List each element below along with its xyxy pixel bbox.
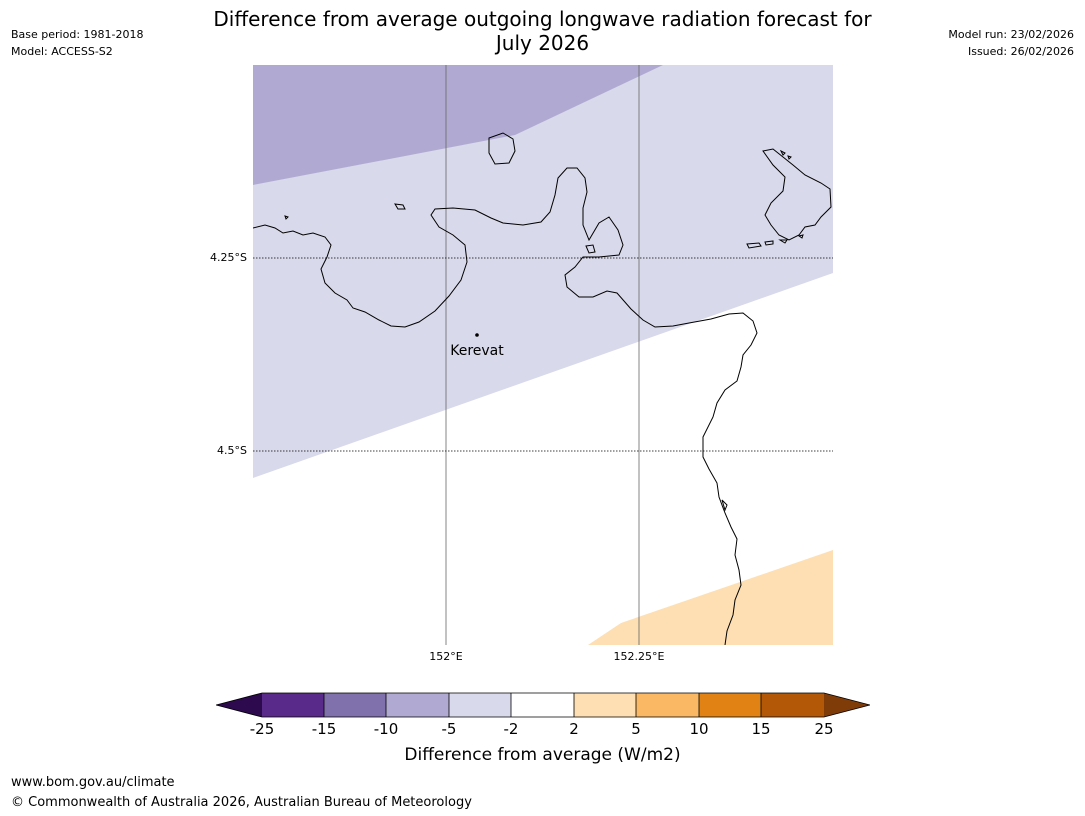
- colorbar-tick: -25: [249, 720, 275, 738]
- colorbar-extend-high: [824, 693, 870, 717]
- title-line-2: July 2026: [495, 31, 590, 55]
- colorbar-label: Difference from average (W/m2): [404, 745, 681, 765]
- colorbar-tick: 10: [689, 720, 709, 738]
- kerevat-marker: [475, 333, 479, 337]
- colorbar: [216, 692, 870, 718]
- colorbar-bin-p5-p10: [636, 693, 699, 717]
- colorbar-tick: 5: [631, 720, 641, 738]
- colorbar-tick: -15: [311, 720, 337, 738]
- colorbar-bin-neg10-neg5: [386, 693, 449, 717]
- kerevat-label: Kerevat: [450, 343, 504, 359]
- lon-label-152-25: 152.25°E: [613, 650, 665, 663]
- footer-url[interactable]: www.bom.gov.au/climate: [11, 775, 175, 790]
- coastline: [253, 132, 832, 645]
- colorbar-tick: 2: [569, 720, 579, 738]
- colorbar-bin-p2-p5: [574, 693, 636, 717]
- colorbar-outline: [216, 692, 870, 718]
- anomaly-region-p2-p5: [588, 550, 833, 645]
- colorbar-dividers: [323, 693, 762, 717]
- base-period: Base period: 1981-2018: [11, 28, 144, 41]
- lon-label-152: 152°E: [429, 650, 463, 663]
- colorbar-bin-neg25-neg15: [262, 693, 324, 717]
- anomaly-region-neg5-neg2: [253, 65, 833, 478]
- colorbar-tick: 25: [814, 720, 834, 738]
- model-run: Model run: 23/02/2026: [948, 28, 1074, 41]
- issued-date: Issued: 26/02/2026: [967, 45, 1074, 58]
- colorbar-bin-neg2-p2: [511, 693, 574, 717]
- colorbar-tick: -5: [441, 720, 457, 738]
- colorbar-extend-low: [216, 693, 262, 717]
- colorbar-tick: -2: [503, 720, 519, 738]
- lat-label-4-5: 4.5°S: [217, 444, 247, 457]
- footer-copyright: © Commonwealth of Australia 2026, Austra…: [11, 795, 472, 810]
- colorbar-tick: 15: [751, 720, 771, 738]
- model-name: Model: ACCESS-S2: [11, 45, 113, 58]
- anomaly-region-neg10-neg5: [253, 65, 663, 185]
- title-line-1: Difference from average outgoing longwav…: [213, 7, 872, 31]
- colorbar-tick: -10: [373, 720, 399, 738]
- page-title: Difference from average outgoing longwav…: [0, 7, 1085, 55]
- colorbar-bin-neg5-neg2: [449, 693, 511, 717]
- colorbar-bin-p10-p15: [699, 693, 761, 717]
- colorbar-bin-neg15-neg10: [324, 693, 386, 717]
- lat-label-4-25: 4.25°S: [210, 251, 247, 264]
- forecast-map: Kerevat: [253, 65, 833, 645]
- colorbar-bin-p15-p25: [761, 693, 824, 717]
